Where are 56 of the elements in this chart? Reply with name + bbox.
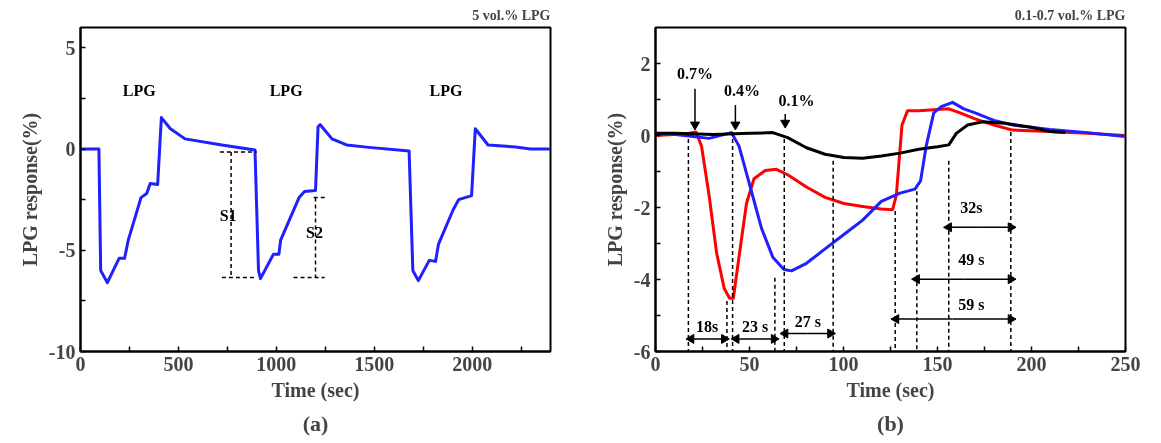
annotation: 59 s <box>958 296 985 314</box>
y-tick-label: -6 <box>633 340 651 363</box>
y-tick-label: 0 <box>65 138 76 160</box>
x-axis-title: Time (sec) <box>846 378 935 402</box>
line-series <box>80 116 551 285</box>
point <box>730 121 741 131</box>
x-tick-label: 500 <box>163 352 194 375</box>
chart-title: 5 vol.% LPG <box>472 7 551 23</box>
point <box>770 333 780 344</box>
y-axis-title: LPG response(%) <box>18 112 42 267</box>
annotation: 49 s <box>958 250 985 268</box>
y-tick-label: -2 <box>633 196 651 219</box>
y-tick-label: -5 <box>58 239 76 262</box>
x-tick-label: 250 <box>1110 352 1141 375</box>
point <box>689 121 700 131</box>
annotation: 18s <box>696 317 719 335</box>
chart-title: 0.1-0.7 vol.% LPG <box>1014 7 1126 23</box>
annotation: LPG <box>429 81 463 99</box>
annotation: 23 s <box>742 317 769 335</box>
annotation: 0.7% <box>676 65 713 83</box>
point <box>827 328 837 339</box>
x-tick-label: 100 <box>828 352 859 375</box>
x-axis-title: Time (sec) <box>271 378 360 402</box>
y-tick-label: 2 <box>640 52 651 75</box>
text: (a) <box>302 410 329 436</box>
annotation: 32s <box>960 199 983 217</box>
y-tick-label: -4 <box>633 268 651 291</box>
point <box>780 119 791 129</box>
x-tick-label: 1500 <box>354 352 395 375</box>
point <box>779 328 789 339</box>
y-tick-label: 0 <box>640 124 651 147</box>
text: (b) <box>877 410 904 436</box>
x-tick-label: 2000 <box>452 352 493 375</box>
annotation: S1 <box>219 207 237 225</box>
point <box>890 314 900 325</box>
annotation: 27 s <box>794 312 821 330</box>
point <box>721 333 730 344</box>
x-tick-label: 1000 <box>256 352 297 375</box>
y-axis-title: LPG response(%) <box>603 112 627 267</box>
point <box>911 274 920 285</box>
point <box>1007 314 1017 325</box>
annotation: 0.1% <box>778 92 815 110</box>
x-tick-label: 50 <box>739 352 760 375</box>
y-tick-label: 5 <box>65 36 76 59</box>
point <box>1007 274 1017 285</box>
x-tick-label: 200 <box>1016 352 1047 375</box>
point <box>730 333 740 344</box>
annotation: LPG <box>269 81 304 99</box>
point <box>685 333 695 344</box>
y-tick-label: -10 <box>48 340 76 363</box>
point <box>943 222 952 233</box>
annotation: S2 <box>306 224 324 242</box>
x-tick-label: 150 <box>922 352 953 375</box>
annotation: LPG <box>122 81 157 99</box>
point <box>1007 222 1017 233</box>
annotation: 0.4% <box>723 81 760 99</box>
